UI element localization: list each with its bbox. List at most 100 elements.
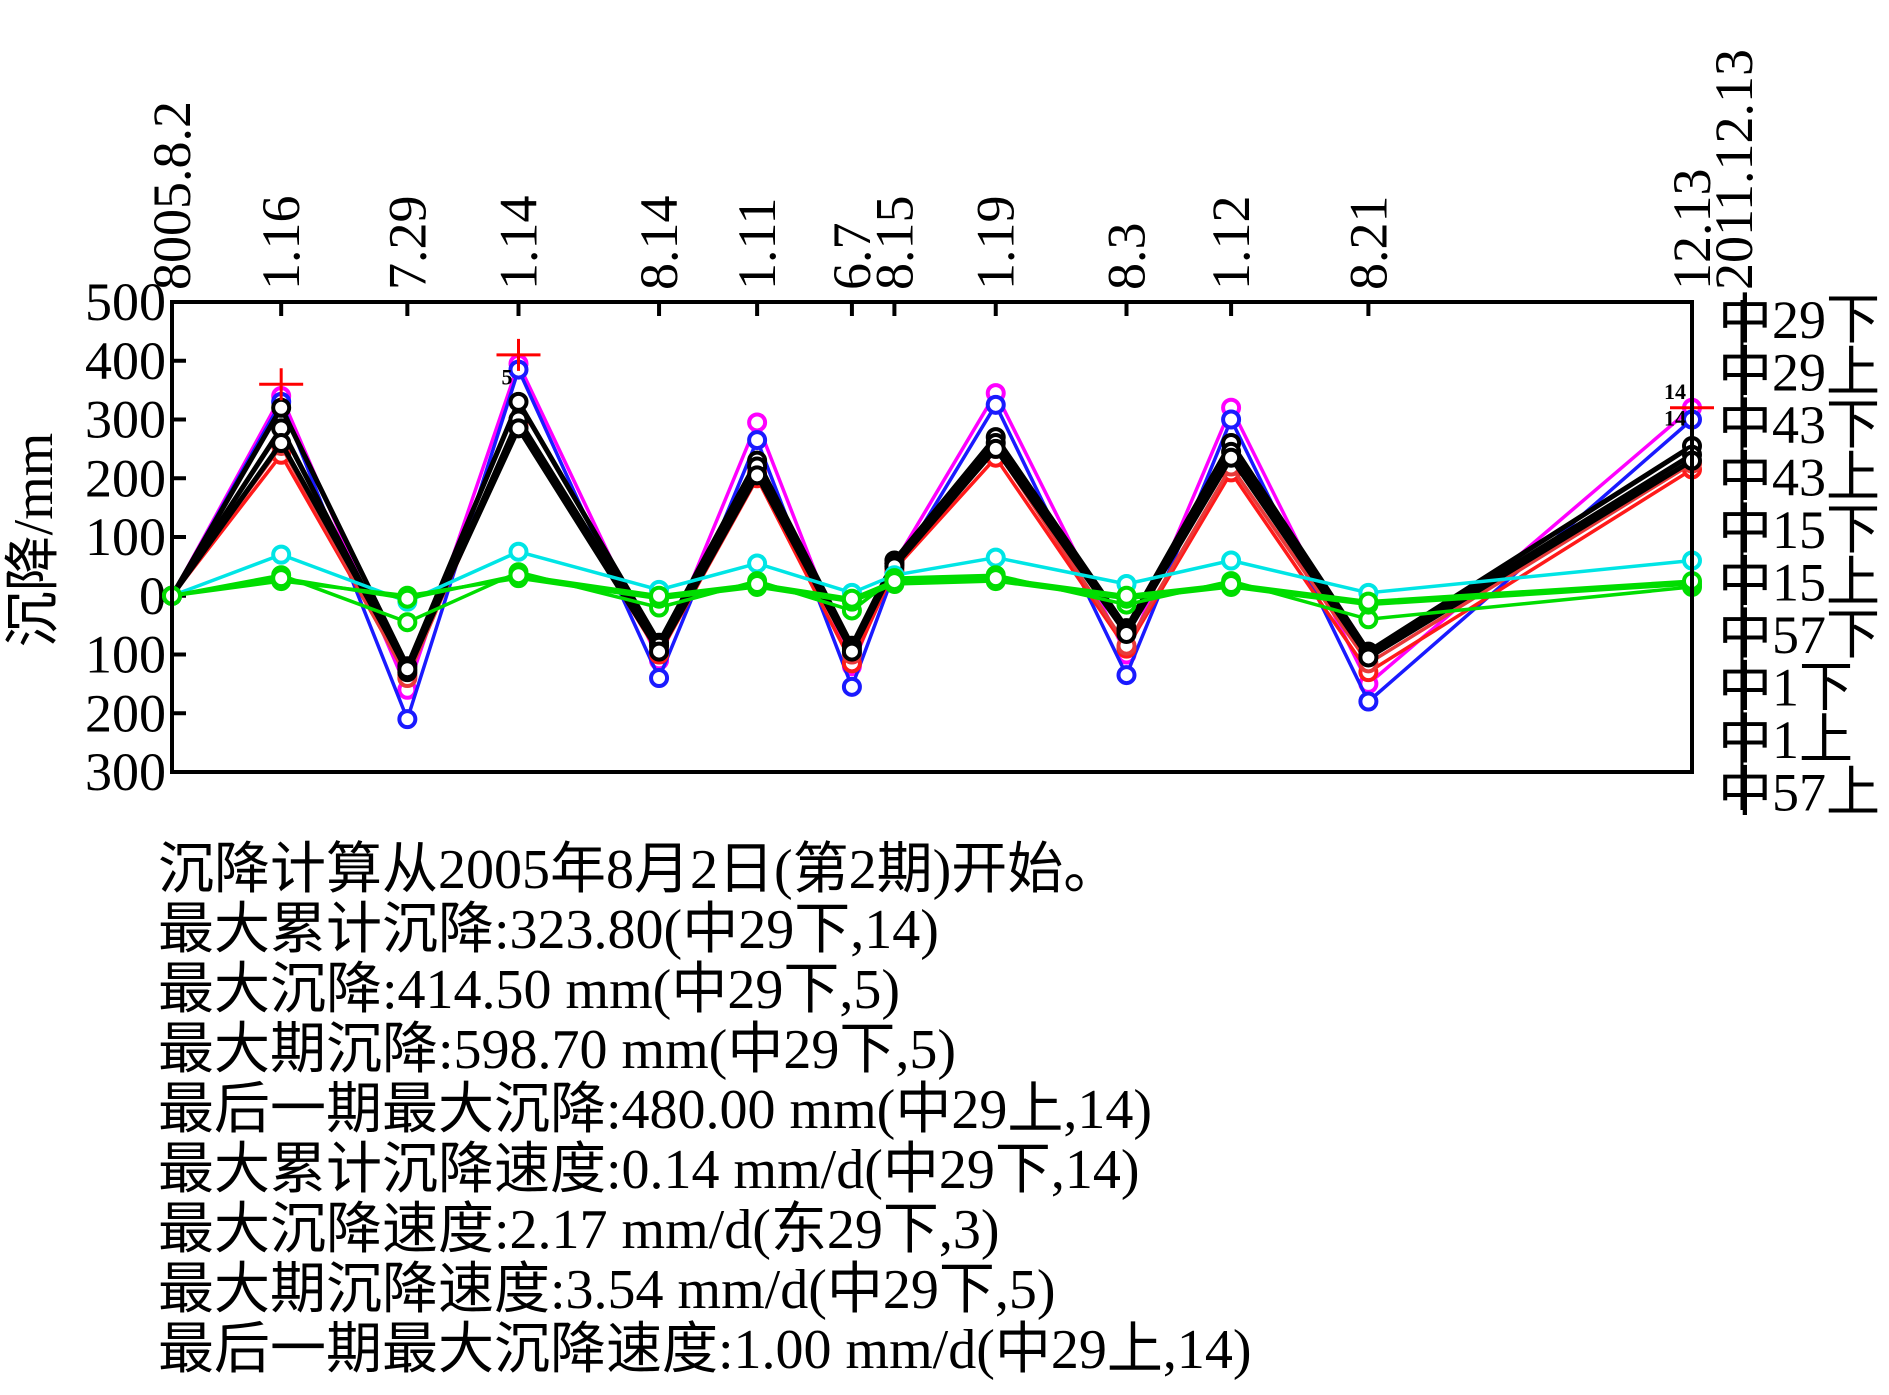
right-label: 中29上 [1718,343,1880,403]
y-tick-label: 100 [85,625,166,685]
x-tick-label: 8005.8.2 [142,101,202,290]
max-marker [496,338,541,371]
y-tick-label: 200 [85,683,166,743]
data-point [1221,550,1242,571]
plot-frame [170,300,1694,774]
data-point [1358,647,1379,668]
data-point [1116,585,1137,606]
series-layer [162,353,1702,730]
data-point [397,709,418,730]
data-point [271,568,292,589]
right-label: 中29下 [1718,290,1880,350]
data-point [841,641,862,662]
data-point [508,391,529,412]
data-point [271,544,292,565]
data-point [271,397,292,418]
point-annotation: 14 [1664,379,1686,404]
x-tick-label: 8.15 [864,196,924,291]
x-tick-label: 1.11 [727,198,787,291]
max-marker [259,368,304,401]
x-tick-label: 6.7 [822,223,882,291]
right-label: 中43上 [1718,448,1880,508]
y-tick-label: 300 [85,390,166,450]
x-tick-label: 7.29 [377,196,437,291]
data-point [649,668,670,688]
data-point [1358,591,1379,612]
data-point [1358,691,1379,712]
data-point [508,565,529,586]
series-line [169,425,1694,672]
y-tick-label: 300 [85,742,166,802]
summary-line: 沉降计算从2005年8月2日(第2期)开始。 [158,839,1120,901]
right-label: 中1上 [1718,710,1853,770]
data-point [508,418,529,439]
data-point [508,541,529,562]
right-label: 中43下 [1718,395,1880,455]
series-1 [162,359,1702,730]
data-point [841,588,862,609]
x-tick-label: 1.12 [1201,196,1261,291]
series-line [169,417,1694,675]
data-point [397,612,418,633]
y-tick-label: 0 [139,566,166,626]
data-point [397,659,418,680]
x-tick-label: 1.14 [488,196,548,291]
y-tick-label: 100 [85,507,166,567]
data-point [1116,623,1137,644]
right-label: 中57下 [1718,605,1880,665]
data-point [397,588,418,609]
summary-line: 最大沉降:414.50 mm(中29下,5) [158,959,900,1021]
x-end-label: 2011.12.13 [1704,49,1764,290]
right-label: 中57上 [1718,763,1880,823]
point-annotation: 5 [501,364,512,389]
series-line [170,423,1693,677]
summary-text: 沉降计算从2005年8月2日(第2期)开始。 最大累计沉降:323.80(中29下… [158,840,1252,1380]
data-point [649,641,670,662]
x-tick-label: 8.3 [1096,223,1156,291]
data-point [747,412,768,433]
summary-line: 最大累计沉降速度:0.14 mm/d(中29下,14) [158,1139,1140,1201]
x-tick-label: 1.19 [966,196,1026,291]
data-point [747,574,768,594]
summary-line: 最大累计沉降:323.80(中29下,14) [158,899,939,961]
data-point [985,568,1006,589]
data-point [1116,665,1137,686]
data-point [985,547,1006,568]
right-label: 中15上 [1718,553,1880,613]
summary-line: 最大期沉降速度:3.54 mm/d(中29下,5) [158,1259,1056,1321]
summary-line: 最后一期最大沉降:480.00 mm(中29上,14) [158,1079,1152,1141]
data-point [985,438,1006,459]
data-point [1221,409,1242,430]
data-point [841,676,862,697]
summary-line: 最后一期最大沉降速度:1.00 mm/d(中29上,14) [158,1319,1252,1381]
series-line [170,417,1693,680]
data-point [747,465,768,486]
data-point [985,394,1006,415]
x-tick-label: 8.14 [629,196,689,291]
y-axis-label: 沉降/mm [3,433,65,648]
data-point [649,585,670,606]
right-label: 中1下 [1718,658,1853,718]
data-point [1221,447,1242,468]
summary-line: 最大期沉降:598.70 mm(中29下,5) [158,1019,956,1081]
x-tick-label: 1.16 [251,196,311,291]
series-4 [162,391,1702,677]
data-point [747,430,768,451]
data-point [1221,574,1242,594]
point-annotation: 14 [1664,406,1686,431]
data-point [884,571,905,592]
y-tick-label: 500 [85,272,166,332]
y-tick-label: 400 [85,331,166,391]
series-10 [162,565,1702,612]
data-point [747,553,768,574]
summary-line: 最大沉降速度:2.17 mm/d(东29下,3) [158,1199,1000,1261]
x-tick-label: 8.21 [1338,196,1398,291]
right-label: 中15下 [1718,500,1880,560]
x-axis-ticks: 8005.8.2 1.16 7.29 1.14 8.14 1.11 6.78.15 1.19 8… [142,49,1764,316]
y-tick-label: 200 [85,448,166,508]
data-point [271,433,292,453]
x-tick-label: 12.13 [1662,169,1722,291]
